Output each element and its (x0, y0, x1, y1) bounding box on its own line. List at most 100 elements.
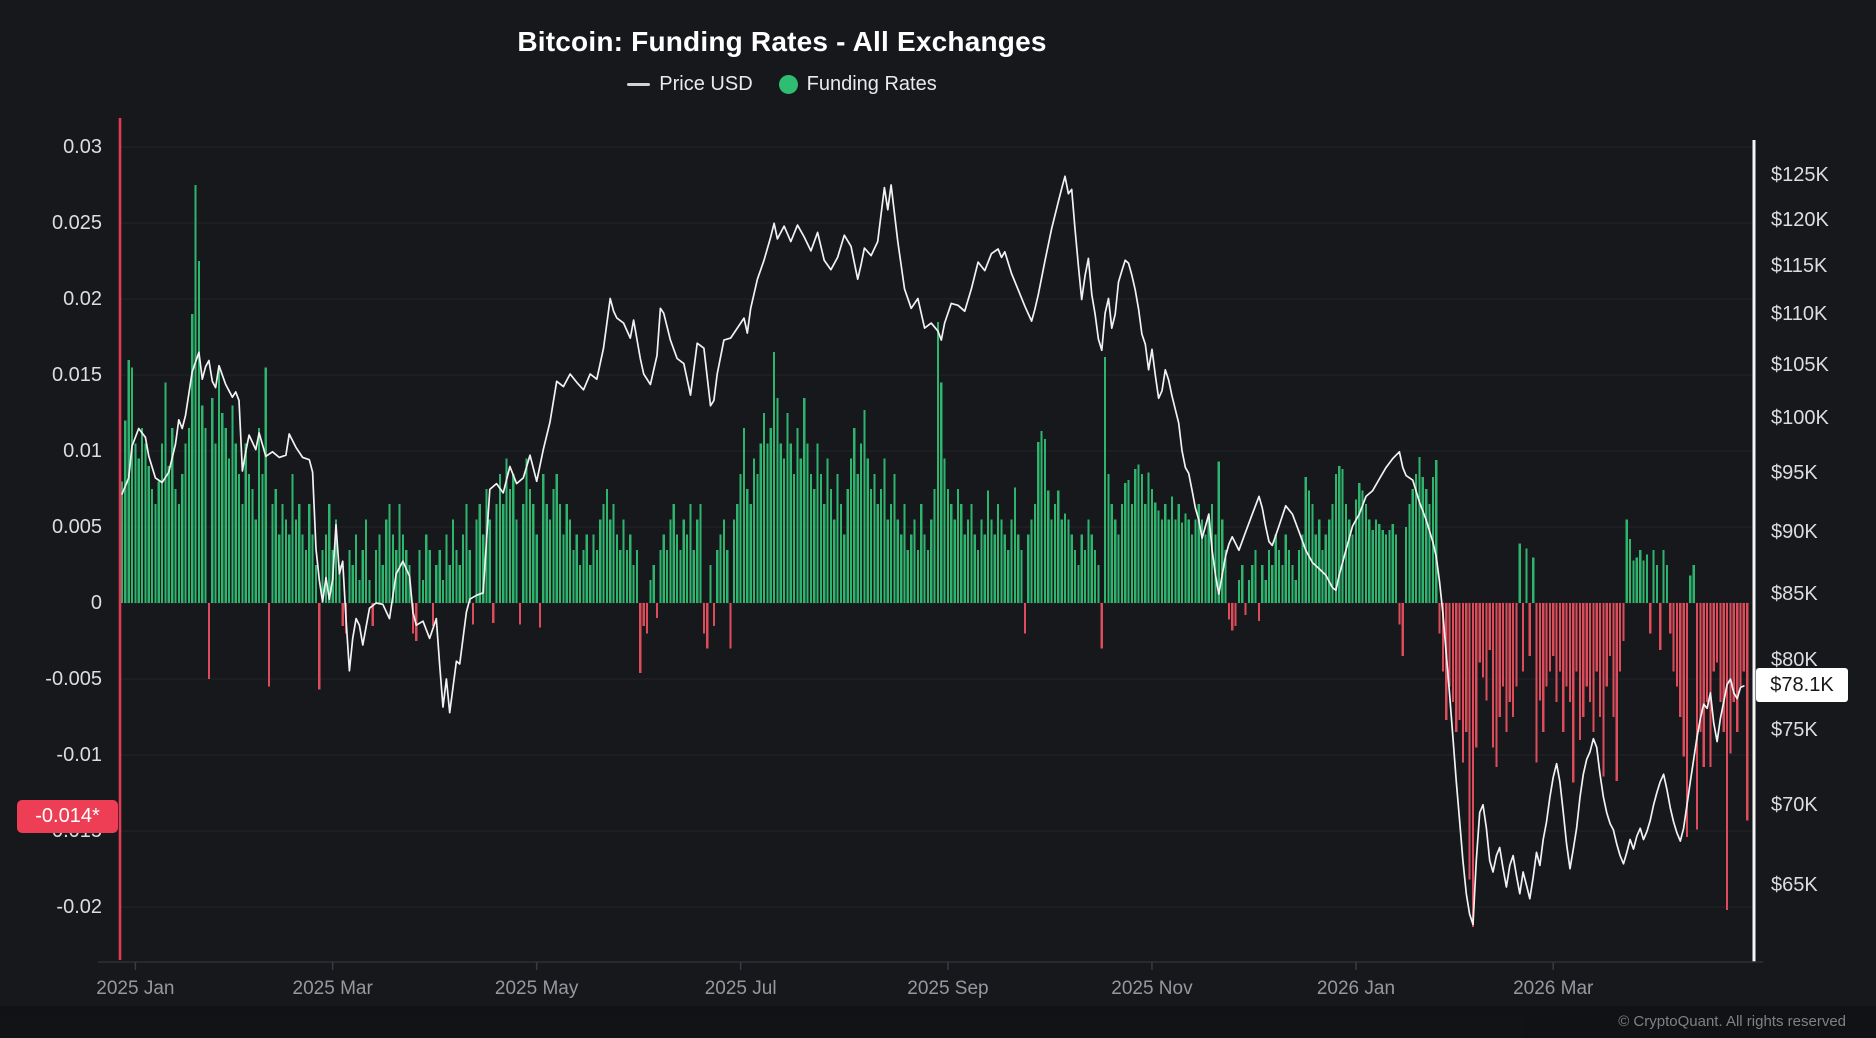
funding-bar (538, 603, 542, 628)
funding-bar (1234, 603, 1237, 626)
funding-bar (595, 549, 598, 603)
funding-bar (645, 603, 649, 634)
funding-bar (1348, 519, 1351, 603)
funding-bar (1251, 565, 1254, 603)
funding-bar (585, 534, 588, 603)
funding-bar (358, 580, 361, 603)
funding-bar (1314, 534, 1317, 603)
funding-bar (749, 504, 752, 603)
funding-bar (940, 382, 943, 603)
funding-bar (251, 489, 254, 603)
funding-bar (1548, 603, 1551, 672)
funding-bar (732, 519, 736, 603)
funding-bar (1485, 603, 1488, 701)
funding-bar (796, 428, 799, 603)
funding-bar (1271, 565, 1274, 603)
funding-bar (1057, 490, 1060, 603)
funding-bar (314, 565, 318, 603)
funding-bar (441, 580, 445, 603)
left-axis-tick: 0.005 (51, 516, 102, 538)
funding-bar (1047, 490, 1050, 603)
funding-bar (739, 473, 742, 603)
funding-bar (1481, 603, 1485, 678)
funding-bar (823, 504, 826, 603)
funding-bar (746, 489, 749, 603)
funding-bar (1184, 513, 1187, 603)
funding-bar (1174, 519, 1177, 603)
funding-bar (1073, 549, 1077, 603)
funding-bar (258, 428, 261, 603)
funding-bar (425, 534, 428, 603)
funding-bar (1635, 557, 1638, 603)
funding-bar (508, 489, 511, 603)
funding-bar (1632, 560, 1635, 603)
legend-price-label: Price USD (659, 73, 753, 95)
funding-bar (1033, 504, 1037, 603)
funding-bar (451, 519, 455, 603)
legend-item-funding[interactable]: Funding Rates (778, 73, 937, 96)
funding-bar (1247, 580, 1251, 603)
funding-bar (191, 314, 194, 603)
funding-bar (1010, 519, 1013, 603)
funding-bar (1695, 603, 1699, 830)
funding-bar (1063, 513, 1067, 603)
funding-bar (231, 405, 234, 603)
funding-bar (1689, 575, 1692, 603)
funding-bar (1217, 461, 1220, 603)
funding-bar (806, 443, 809, 603)
funding-bar (482, 534, 485, 603)
funding-bar (1592, 603, 1595, 733)
funding-bar (1552, 603, 1555, 657)
funding-bar (328, 504, 331, 603)
funding-bar (816, 443, 819, 603)
funding-bar (1421, 476, 1424, 603)
right-axis-tick: $90K (1771, 521, 1818, 543)
funding-bar (779, 443, 782, 603)
funding-bar (1608, 603, 1612, 657)
funding-bar (1669, 603, 1672, 634)
funding-bar (1384, 534, 1388, 603)
funding-bar (1726, 603, 1729, 911)
funding-bar (742, 428, 746, 603)
funding-bar (609, 519, 612, 603)
funding-bar (1358, 482, 1361, 603)
funding-bar (866, 458, 869, 603)
funding-bar (472, 603, 475, 625)
funding-bar (1405, 527, 1408, 603)
funding-bar (381, 565, 384, 603)
funding-bar (311, 534, 314, 603)
funding-bar (522, 504, 525, 603)
funding-bar (1040, 431, 1043, 603)
funding-bar (431, 603, 435, 626)
funding-bar (1595, 603, 1598, 672)
funding-bar (1441, 603, 1444, 672)
funding-bar (164, 382, 167, 603)
funding-bar (1167, 519, 1170, 603)
funding-bar (498, 473, 501, 603)
funding-bar (1351, 534, 1354, 603)
funding-bar (1110, 504, 1113, 603)
funding-bar (1722, 603, 1725, 733)
funding-bar (1522, 603, 1525, 672)
funding-bar (1448, 603, 1451, 687)
funding-bar (271, 504, 274, 603)
funding-bar (893, 473, 896, 603)
funding-bar (492, 603, 495, 623)
funding-bar (1615, 603, 1618, 781)
funding-bar (1665, 565, 1669, 603)
funding-bar (211, 397, 214, 603)
funding-bar (612, 504, 615, 603)
funding-bar (1575, 603, 1578, 672)
funding-bar (1736, 603, 1739, 733)
funding-bar (1318, 519, 1321, 603)
legend-item-price[interactable]: Price USD (627, 73, 753, 96)
funding-bar (1120, 504, 1123, 603)
funding-bar (1518, 543, 1521, 603)
funding-bar (1679, 603, 1682, 717)
funding-bar (130, 367, 134, 603)
funding-bar (184, 443, 187, 603)
funding-bar (532, 504, 535, 603)
funding-bar (565, 504, 568, 603)
